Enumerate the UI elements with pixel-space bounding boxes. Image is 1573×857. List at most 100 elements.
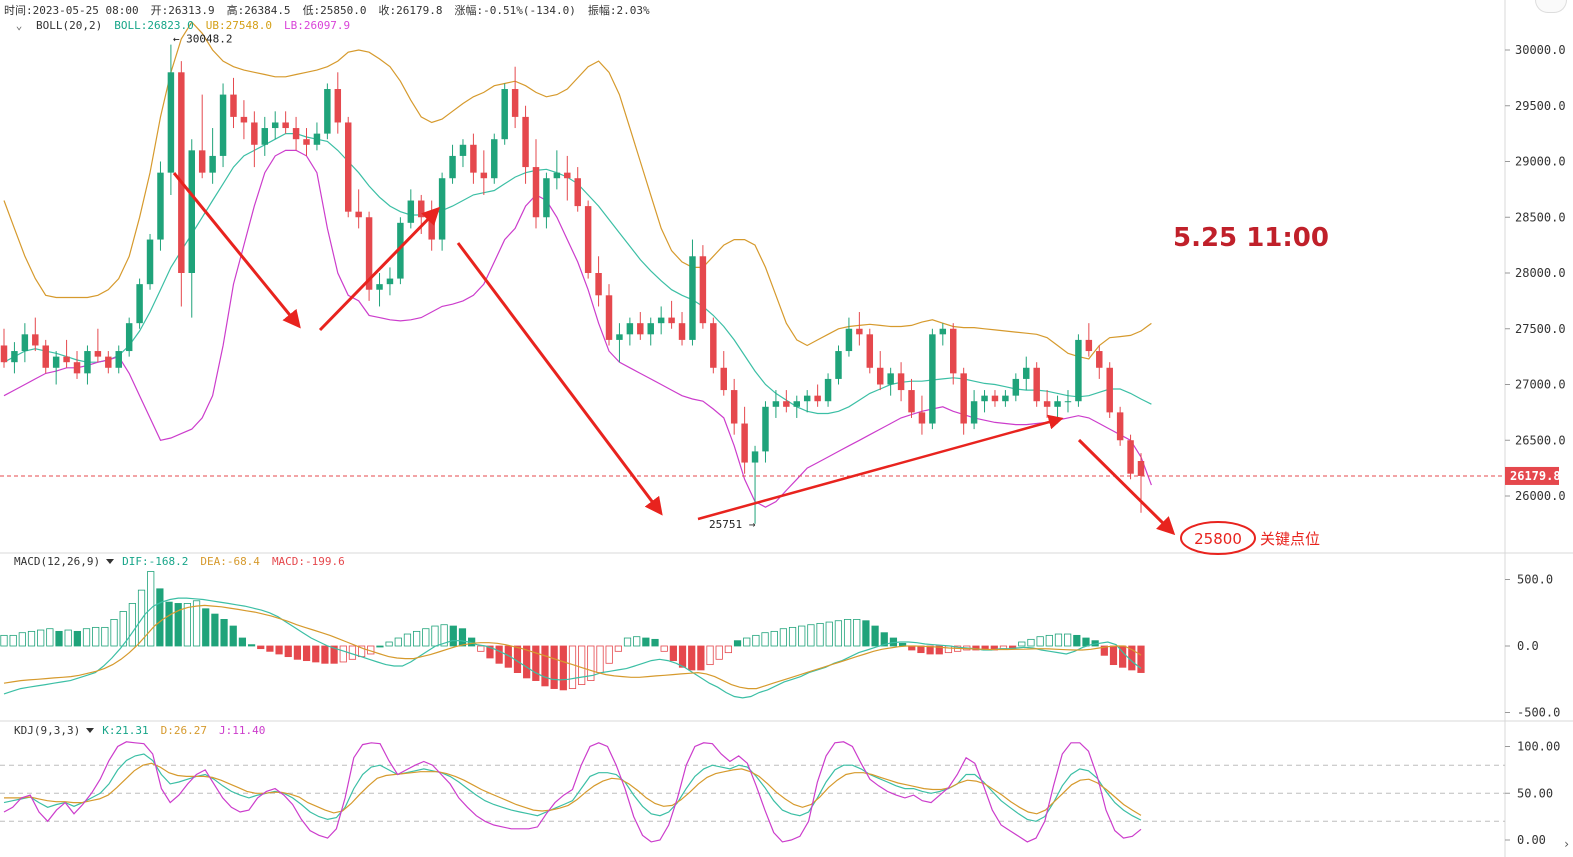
macd-histogram-bar: [880, 632, 888, 647]
boll-title[interactable]: BOLL(20,2): [36, 19, 103, 32]
candle-body: [63, 356, 70, 363]
dropdown-triangle-icon[interactable]: [106, 559, 115, 564]
candle: [73, 351, 81, 379]
candle-body: [918, 412, 926, 424]
chevron-down-icon[interactable]: ⌄: [15, 19, 23, 32]
candle: [344, 116, 352, 218]
candle-body: [209, 155, 216, 173]
candle: [668, 300, 675, 329]
macd-histogram-bar: [743, 637, 751, 647]
candle-body: [814, 395, 821, 402]
candle: [251, 111, 258, 168]
chevron-right-icon[interactable]: ›: [1564, 837, 1569, 851]
candle-body: [313, 133, 321, 145]
candle-body: [751, 451, 759, 463]
candle-body: [1106, 367, 1113, 413]
candle-body: [605, 295, 613, 340]
macd-y-tick-label: 0.0: [1517, 639, 1539, 653]
macd-histogram-bar: [669, 645, 677, 662]
target-price-circle: [1180, 521, 1256, 555]
info-time: 时间:2023-05-25 08:00: [4, 4, 139, 17]
candle: [637, 312, 644, 340]
trend-arrow: [318, 206, 441, 332]
candle: [459, 139, 467, 168]
info-amplitude: 振幅:2.03%: [587, 4, 650, 17]
candle: [710, 317, 717, 374]
boll-upper-line: [3, 21, 1152, 360]
date-annotation: 5.25 11:00: [1173, 223, 1329, 253]
candle: [970, 390, 978, 430]
macd-histogram-bar: [275, 645, 283, 655]
candle-body: [783, 401, 790, 407]
macd-histogram-bar: [816, 622, 824, 647]
candle: [720, 351, 727, 396]
candle-body: [501, 89, 508, 140]
candle: [991, 390, 999, 407]
kdj-d-line: [4, 762, 1142, 816]
macd-histogram-bar: [73, 630, 81, 647]
candle-body: [407, 200, 415, 223]
y-tick-label: 30000.0: [1515, 43, 1566, 57]
macd-histogram-bar: [605, 645, 613, 664]
macd-histogram-bar: [229, 625, 237, 647]
candle-body: [449, 155, 456, 179]
macd-histogram-bar: [752, 634, 760, 647]
candle: [689, 239, 696, 346]
candle-body: [574, 178, 581, 207]
candle: [1106, 362, 1113, 418]
kdj-y-tick-label: 100.00: [1517, 740, 1560, 754]
candle: [1012, 373, 1020, 402]
candle: [803, 390, 811, 413]
boll-lb-value: LB:26097.9: [283, 19, 351, 32]
candle: [324, 83, 331, 140]
candle: [292, 116, 300, 151]
candle-body: [324, 89, 331, 134]
candle: [605, 284, 613, 346]
macd-histogram-bar: [82, 628, 91, 647]
macd-histogram-bar: [504, 645, 512, 668]
candle-body: [334, 89, 342, 123]
macd-histogram-bar: [633, 636, 641, 647]
macd-histogram-bar: [1082, 637, 1090, 647]
candle: [584, 200, 592, 279]
macd-y-tick-label: -500.0: [1517, 706, 1560, 720]
candle-body: [376, 284, 383, 290]
candle: [1116, 406, 1124, 446]
candle: [783, 390, 790, 413]
dropdown-triangle-icon[interactable]: [86, 728, 95, 733]
macd-histogram-bar: [623, 637, 632, 647]
macd-histogram-bar: [807, 624, 815, 647]
candle: [616, 323, 623, 363]
candle-body: [73, 362, 81, 374]
boll-lower-line: [3, 149, 1152, 508]
kdj-j-line: [3, 741, 1142, 843]
candle: [741, 406, 748, 474]
candle-body: [1096, 351, 1103, 368]
candle-body: [1023, 367, 1030, 379]
trend-arrow: [172, 172, 301, 329]
kdj-title[interactable]: KDJ(9,3,3): [14, 724, 81, 737]
macd-histogram-bar: [1036, 636, 1044, 647]
candle: [376, 273, 383, 307]
candle: [230, 77, 237, 129]
candle-body: [657, 317, 665, 324]
candle-body: [553, 172, 561, 179]
candle-body: [52, 356, 60, 368]
candle: [11, 342, 18, 374]
macd-title[interactable]: MACD(12,26,9): [14, 555, 101, 568]
candle-body: [950, 328, 957, 374]
candle: [908, 378, 915, 418]
candle: [929, 328, 936, 430]
macd-histogram-bar: [385, 641, 393, 647]
macd-histogram-bar: [1137, 645, 1145, 673]
macd-histogram-bar: [642, 637, 650, 647]
macd-histogram-bar: [165, 601, 173, 647]
candle: [960, 367, 967, 435]
candle-body: [480, 172, 488, 179]
candle: [42, 339, 49, 374]
macd-histogram-bar: [403, 633, 412, 647]
candle: [0, 328, 8, 368]
macd-histogram-bar: [257, 645, 265, 650]
macd-histogram-bar: [1064, 633, 1072, 647]
